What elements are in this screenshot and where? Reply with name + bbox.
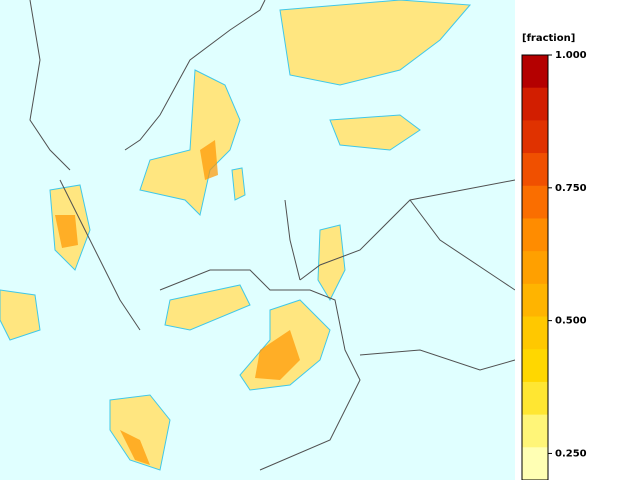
colorbar-band <box>522 120 548 154</box>
colorbar-band <box>522 414 548 448</box>
colorbar-tick-label: 0.500 <box>555 316 587 327</box>
colorbar-band <box>522 251 548 285</box>
colorbar-band <box>522 55 548 89</box>
colorbar-band <box>522 447 548 480</box>
colorbar-tick-label: 1.000 <box>555 50 587 61</box>
colorbar-band <box>522 153 548 187</box>
colorbar-tick-label: 0.250 <box>555 448 587 459</box>
colorbar-band <box>522 381 548 416</box>
colorbar-band <box>522 185 548 219</box>
map-hotspots <box>55 140 300 465</box>
colorbar-band <box>522 316 548 350</box>
colorbar-frame <box>521 54 549 480</box>
map-borders <box>29 0 516 471</box>
colorbar-band <box>522 87 548 121</box>
colorbar-band <box>522 283 548 318</box>
colorbar-band <box>522 349 548 383</box>
colorbar-tick-label: 0.750 <box>555 183 587 194</box>
map-fields <box>0 0 472 471</box>
legend-title: [fraction] <box>522 33 575 44</box>
colorbar-band <box>522 218 548 252</box>
